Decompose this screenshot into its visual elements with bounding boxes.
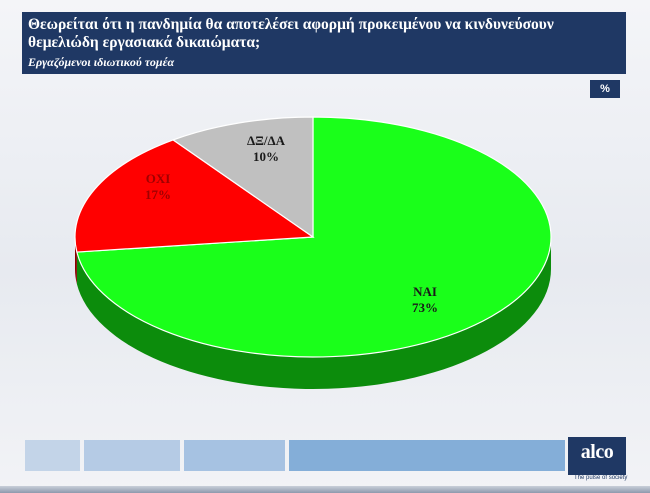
footer-bar-4	[289, 440, 565, 471]
slice-label-0: ΝΑΙ	[413, 284, 437, 299]
unit-badge: %	[590, 80, 620, 98]
slice-value-2: 10%	[253, 149, 279, 164]
alco-logo: alco	[568, 437, 626, 475]
footer-bar-3	[184, 440, 285, 471]
pie-side-0	[76, 237, 551, 390]
slice-label-2: ΔΞ/ΔΑ	[247, 133, 286, 148]
header-banner: Θεωρείται ότι η πανδημία θα αποτελέσει α…	[22, 12, 626, 74]
pie-slice-2	[171, 116, 314, 239]
logo-text: alco	[580, 441, 614, 463]
footer-bar-1	[25, 440, 80, 471]
slice-value-1: 17%	[145, 187, 171, 202]
chart-title: Θεωρείται ότι η πανδημία θα αποτελέσει α…	[28, 16, 554, 51]
chart-subtitle: Εργαζόμενοι ιδιωτικού τομέα	[28, 55, 175, 69]
bottom-stripe	[0, 486, 650, 493]
slice-value-0: 73%	[412, 300, 438, 315]
pie-side-1	[75, 237, 77, 285]
footer-bar-2	[84, 440, 180, 471]
logo-tagline: The pulse of society	[574, 475, 628, 481]
slice-label-1: ΟΧΙ	[146, 171, 171, 186]
pie-slice-1	[74, 139, 315, 253]
